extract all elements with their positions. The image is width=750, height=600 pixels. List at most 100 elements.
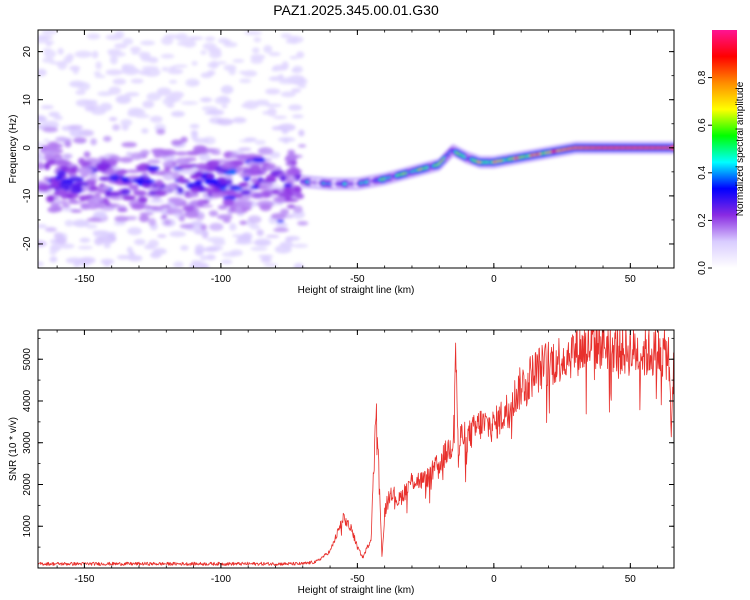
spectrogram-noise-blob [210,151,222,155]
spectrogram-noise-blob [90,138,97,146]
spectrogram-noise-blob [160,53,175,59]
spectrogram-noise-blob [42,57,55,63]
spectrogram-noise-blob [265,174,276,183]
spectrogram-noise-blob [206,172,214,180]
snr-y-axis-label: SNR (10 * v/v) [8,417,19,481]
spectrogram-noise-blob [258,254,274,258]
spectrogram-noise-blob [91,50,99,59]
spectrogram-noise-blob [112,78,127,85]
spectrogram-noise-blob [206,159,220,167]
spectrogram-noise-blob [263,45,273,54]
spectrogram-noise-blob [68,199,78,204]
spectrogram-noise-blob [285,236,294,243]
spectrogram-noise-blob [191,61,198,66]
spectrogram-noise-blob [285,153,298,162]
spectrogram-noise-blob [253,154,263,158]
spectrogram-noise-blob [260,257,272,263]
spectrogram-noise-blob [143,68,161,77]
spectrogram-x-tick-label: -150 [74,274,94,285]
spectrogram-noise-blob [223,189,232,194]
spectrogram-noise-blob [142,179,156,184]
snr-y-tick-label: 2000 [22,473,33,496]
spectrogram-noise-blob [64,153,71,161]
spectrogram-noise-blob [173,261,184,268]
spectrogram-noise-blob [250,57,264,64]
spectrogram-noise-blob [46,195,56,203]
spectrogram-noise-blob [250,246,268,251]
spectrogram-noise-blob [285,168,301,176]
spectrogram-noise-blob [124,92,140,97]
spectrogram-noise-blob [221,162,236,170]
spectrogram-noise-blob [130,78,144,84]
colorbar-label: Normalized spectral amplitude [735,81,746,216]
spectrogram-y-tick-label: 0 [22,145,33,151]
spectrogram-noise-blob [196,163,209,171]
spectrogram-noise-blob [170,111,185,117]
spectrogram-noise-blob [202,42,217,51]
snr-x-tick-label: 50 [625,574,637,585]
spectrogram-noise-blob [156,128,166,135]
spectrogram-noise-blob [291,243,309,248]
spectrogram-noise-blob [208,210,219,217]
spectrogram-noise-blob [238,147,252,152]
spectrogram-noise-blob [293,263,304,268]
spectrogram-noise-blob [277,137,296,143]
spectrogram-noise-blob [130,152,144,160]
spectrogram-noise-blob [194,229,209,235]
spectrogram-noise-blob [242,70,258,77]
spectrogram-noise-blob [177,187,184,194]
spectrogram-noise-blob [200,262,210,268]
spectrogram-noise [38,30,309,268]
spectrogram-noise-blob [171,139,184,146]
spectrogram-noise-blob [56,169,67,178]
spectrogram-noise-blob [61,203,71,208]
spectrogram-noise-blob [63,56,73,64]
spectrogram-noise-blob [127,254,143,262]
spectrogram-noise-blob [67,176,84,182]
spectrogram-noise-blob [257,181,273,188]
spectrogram-noise-blob [122,195,137,201]
spectrogram-noise-blob [175,33,188,42]
spectrogram-noise-blob [217,204,228,210]
spectrogram-noise-blob [267,107,277,117]
spectrogram-noise-blob [200,72,213,79]
spectrogram-noise-blob [268,76,284,82]
spectrogram-noise-blob [116,171,125,177]
spectrogram-noise-blob [180,136,188,143]
spectrogram-noise-blob [216,118,234,126]
spectrogram-noise-blob [43,176,50,182]
spectrogram-noise-blob [42,150,51,156]
spectrogram-noise-blob [120,177,129,182]
spectrogram-noise-blob [86,217,102,222]
spectrogram-noise-blob [99,102,113,112]
spectrogram-noise-blob [250,184,260,190]
spectrogram-noise-blob [130,51,140,55]
spectrogram-noise-blob [141,65,159,71]
spectrogram-noise-blob [189,123,200,129]
spectrogram-noise-blob [64,140,72,148]
spectrogram-noise-blob [220,85,234,95]
spectrogram-noise-blob [197,199,204,208]
spectrogram-noise-blob [161,36,174,46]
spectrogram-noise-blob [291,88,302,93]
spectrogram-noise-blob [50,177,57,186]
spectrogram-noise-blob [193,145,208,153]
spectrogram-noise-blob [265,165,274,170]
spectrogram-noise-blob [200,50,207,55]
snr-series-line [38,330,674,566]
spectrogram-noise-blob [265,234,280,238]
spectrogram-noise-blob [139,212,154,216]
spectrogram-noise-blob [212,239,226,246]
spectrogram-noise-blob [204,36,216,42]
spectrogram-noise-blob [44,227,57,233]
spectrogram-noise-blob [198,153,211,162]
spectrogram-noise-blob [182,39,197,48]
spectrogram-noise-blob [276,219,285,224]
spectrogram-noise-blob [220,178,227,185]
spectrogram-noise-blob [38,34,53,40]
spectrogram-noise-blob [79,237,91,243]
spectrogram-noise-blob [69,128,84,138]
spectrogram-noise-blob [97,165,108,173]
spectrogram-noise-blob [114,30,125,39]
